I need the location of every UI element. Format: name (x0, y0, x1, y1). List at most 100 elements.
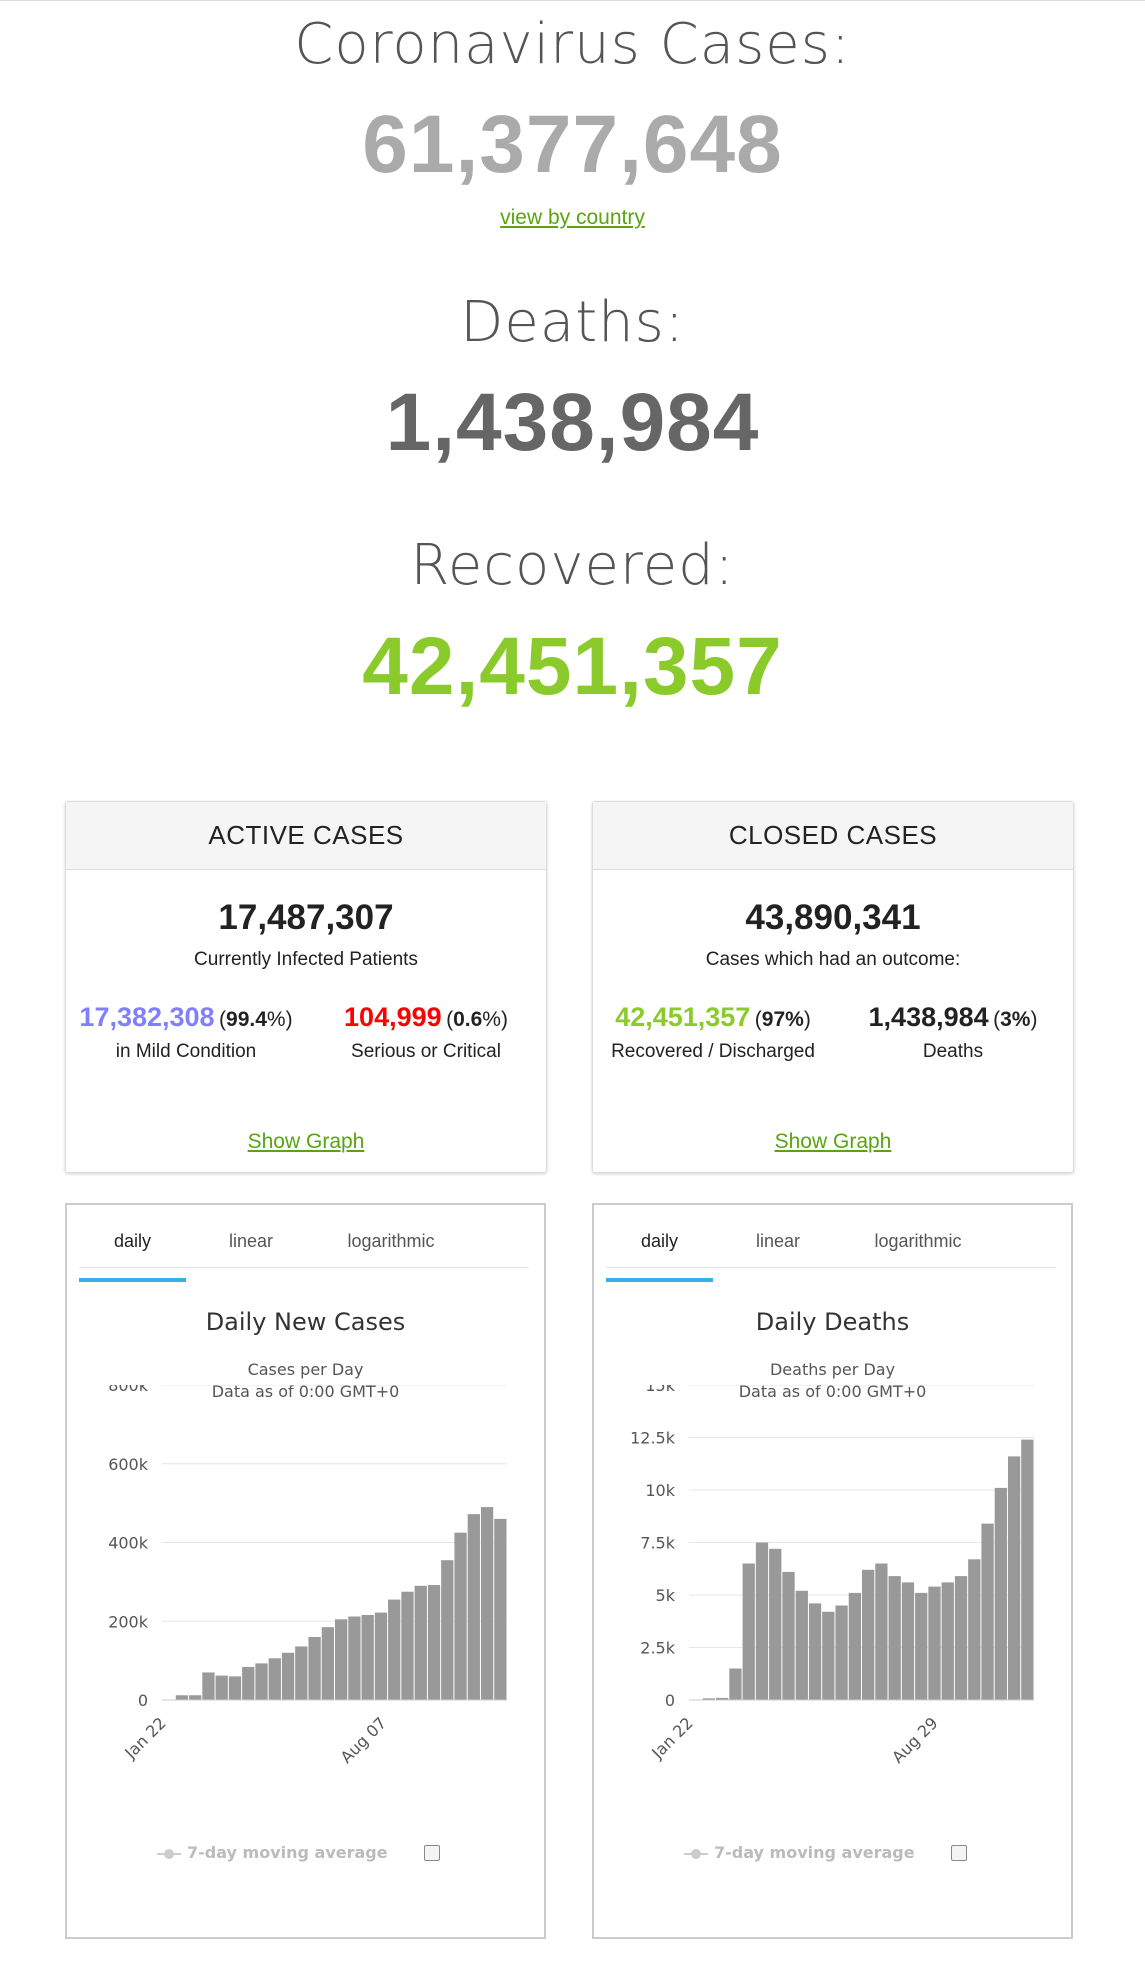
bar (281, 1652, 295, 1700)
tab-active-indicator (79, 1278, 186, 1282)
bar (742, 1563, 755, 1700)
bar (441, 1560, 454, 1700)
top-divider (0, 0, 1145, 1)
bar (835, 1605, 848, 1700)
chart-tabs: daily linear logarithmic (79, 1223, 529, 1282)
closed-deaths-pct: 3% (1000, 1008, 1031, 1031)
bar (427, 1585, 441, 1700)
x-tick-label: Aug 07 (337, 1713, 391, 1767)
bar (808, 1603, 822, 1700)
bar (242, 1666, 255, 1700)
bar (202, 1672, 215, 1700)
bar (994, 1487, 1007, 1700)
bar (702, 1698, 716, 1700)
chart-subtitle-date: Data as of 0:00 GMT+0 (211, 1382, 400, 1401)
bar (335, 1619, 348, 1700)
active-cases-panel: ACTIVE CASES 17,487,307 Currently Infect… (65, 801, 547, 1173)
cases-total: 61,377,648 (362, 99, 783, 190)
bar (414, 1585, 427, 1700)
bar (716, 1697, 729, 1700)
bar (954, 1576, 968, 1700)
bar (782, 1571, 795, 1700)
bar (729, 1668, 742, 1700)
bar (295, 1646, 308, 1700)
y-tick-label: 10k (645, 1481, 675, 1500)
moving-average-checkbox[interactable] (424, 1845, 440, 1861)
bar (915, 1592, 928, 1700)
bar (348, 1616, 361, 1700)
moving-average-checkbox[interactable] (951, 1845, 967, 1861)
y-tick-label: 2.5k (640, 1639, 675, 1658)
bar (769, 1548, 782, 1700)
chart-tabs: daily linear logarithmic (606, 1223, 1056, 1282)
daily-new-cases-plot: 0 200k 400k 600k 800k Jan 22 Aug 07 (108, 1385, 507, 1767)
bar (968, 1559, 981, 1700)
critical-value: 104,999 (344, 1002, 442, 1032)
daily-deaths-chart-card: daily linear logarithmic Daily Deaths De… (592, 1203, 1073, 1939)
x-tick-label: Jan 22 (120, 1713, 170, 1763)
bar (981, 1523, 994, 1700)
critical-condition-stat: 104,999 (0.6%) Serious or Critical (306, 1002, 546, 1063)
bar (928, 1586, 941, 1700)
chart-title: Daily New Cases (205, 1308, 406, 1336)
y-tick-label: 600k (108, 1455, 149, 1474)
deaths-title: Deaths: (460, 290, 685, 355)
bar (215, 1675, 228, 1700)
critical-label: Serious or Critical (351, 1041, 501, 1062)
tab-daily[interactable]: daily (640, 1231, 679, 1251)
bar (268, 1658, 281, 1700)
bar (848, 1592, 861, 1700)
tab-linear[interactable]: linear (228, 1231, 274, 1251)
closed-deaths-value: 1,438,984 (868, 1002, 989, 1032)
bar (228, 1676, 242, 1700)
bar (1021, 1439, 1034, 1700)
closed-cases-header: CLOSED CASES (593, 802, 1073, 870)
y-tick-label: 0 (665, 1691, 675, 1710)
active-cases-total: 17,487,307 (218, 898, 394, 937)
moving-average-label: 7-day moving average (714, 1843, 915, 1862)
closed-show-graph-link[interactable]: Show Graph (774, 1130, 892, 1153)
bar (388, 1599, 401, 1700)
y-tick-label: 0 (138, 1691, 148, 1710)
moving-average-legend[interactable]: 7-day moving average (684, 1843, 915, 1862)
bar (1007, 1456, 1021, 1700)
bar (467, 1514, 480, 1700)
bar (374, 1612, 388, 1700)
y-tick-label: 400k (108, 1534, 149, 1553)
y-tick-label: 5k (656, 1586, 676, 1605)
bar (875, 1563, 888, 1700)
daily-deaths-plot: 0 2.5k 5k 7.5k 10k 12.5k 15k Jan 22 Aug 29 (630, 1385, 1034, 1767)
tab-daily[interactable]: daily (113, 1231, 152, 1251)
x-tick-label: Aug 29 (888, 1713, 942, 1767)
bar (401, 1591, 414, 1700)
active-cases-label: Currently Infected Patients (194, 949, 418, 970)
closed-recovered-pct: 97% (761, 1008, 804, 1031)
tab-linear[interactable]: linear (755, 1231, 801, 1251)
active-cases-header: ACTIVE CASES (66, 802, 546, 870)
chart-subtitle: Cases per Day (247, 1360, 364, 1379)
closed-recovered-label: Recovered / Discharged (611, 1041, 815, 1062)
bar (189, 1695, 202, 1700)
closed-cases-panel: CLOSED CASES 43,890,341 Cases which had … (592, 801, 1074, 1173)
tab-logarithmic[interactable]: logarithmic (874, 1231, 962, 1251)
bar (321, 1627, 334, 1700)
closed-deaths-label: Deaths (922, 1041, 984, 1062)
tab-active-indicator (606, 1278, 713, 1282)
moving-average-legend[interactable]: 7-day moving average (157, 1843, 388, 1862)
active-show-graph-link[interactable]: Show Graph (247, 1130, 365, 1153)
mild-pct: 99.4 (226, 1008, 267, 1031)
y-tick-label: 12.5k (630, 1429, 676, 1448)
closed-recovered-value: 42,451,357 (615, 1002, 751, 1032)
tab-logarithmic[interactable]: logarithmic (347, 1231, 435, 1251)
cases-title: Coronavirus Cases: (294, 12, 851, 77)
mild-condition-stat: 17,382,308 (99.4%) in Mild Condition (66, 1002, 306, 1063)
mild-value: 17,382,308 (79, 1002, 215, 1032)
bar (494, 1518, 507, 1700)
deaths-total: 1,438,984 (385, 377, 760, 468)
bar (795, 1590, 808, 1700)
closed-cases-label: Cases which had an outcome: (705, 949, 961, 970)
view-by-country-link[interactable]: view by country (500, 206, 645, 229)
bar (888, 1576, 901, 1700)
y-tick-label: 7.5k (640, 1534, 675, 1553)
bar (862, 1569, 875, 1700)
